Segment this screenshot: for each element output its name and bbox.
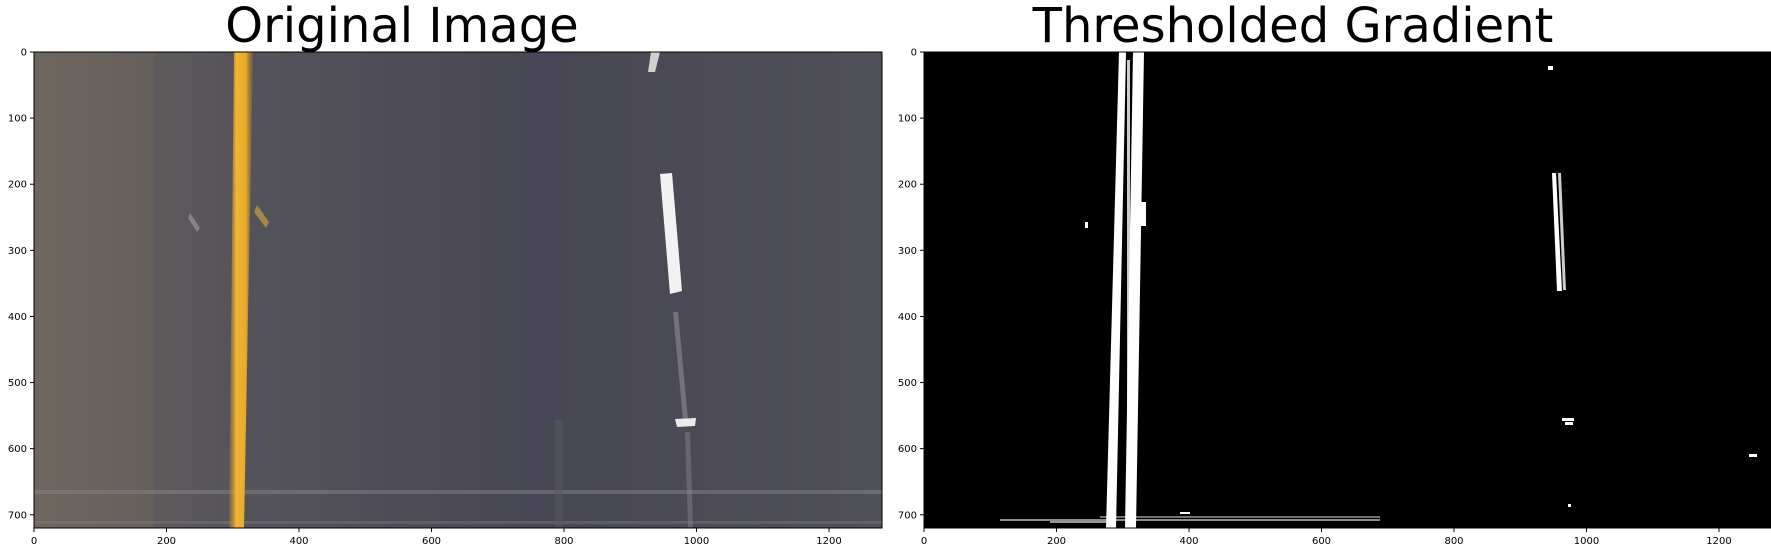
y-tick-label: 600: [8, 444, 27, 455]
y-tick-label: 200: [8, 180, 27, 191]
y-tick-label: 400: [898, 312, 917, 323]
white-lane-dash-low: [675, 418, 696, 427]
axes-panel-0: 0 200 400 600 800 1000 1200 0 100 200 300 400 500 600…: [8, 48, 883, 547]
yellow-lane-line: [229, 52, 253, 528]
y-tick-label: 0: [911, 48, 917, 59]
x-tick-label: 1000: [1574, 536, 1599, 547]
x-tick-label: 1200: [816, 536, 841, 547]
x-tick-label: 600: [422, 536, 441, 547]
y-tick-label: 300: [8, 246, 27, 257]
binary-mask-image: [924, 52, 1771, 528]
axes-frame: [923, 51, 1771, 529]
x-tick-label: 400: [289, 536, 308, 547]
white-lane-dash-top: [648, 52, 660, 72]
x-tick-label: 400: [1179, 536, 1198, 547]
thresholded-gradient-panel: Thresholded Gradient: [924, 0, 1771, 528]
y-tick-label: 100: [8, 114, 27, 125]
y-tick-label: 500: [8, 378, 27, 389]
x-tick-label: 0: [921, 536, 927, 547]
axes-frame: [33, 51, 883, 529]
x-tick-label: 200: [1047, 536, 1066, 547]
y-tick-label: 300: [898, 246, 917, 257]
panel-title-thresholded: Thresholded Gradient: [1032, 0, 1554, 54]
y-tick-label: 700: [8, 510, 27, 521]
y-tick-label: 400: [8, 312, 27, 323]
panel-title-original: Original Image: [225, 0, 578, 54]
x-tick-label: 0: [31, 536, 37, 547]
y-tick-label: 500: [898, 378, 917, 389]
x-tick-label: 600: [1312, 536, 1331, 547]
y-tick-label: 100: [898, 114, 917, 125]
x-tick-label: 1200: [1706, 536, 1731, 547]
white-lane-dash-mid: [660, 173, 682, 294]
original-image-panel: Original Image: [34, 0, 882, 528]
y-tick-label: 200: [898, 180, 917, 191]
mask-right-lane-dash: [1552, 173, 1562, 291]
x-tick-label: 200: [157, 536, 176, 547]
y-tick-label: 0: [21, 48, 27, 59]
x-tick-label: 1000: [684, 536, 709, 547]
x-tick-label: 800: [1444, 536, 1463, 547]
mask-left-lane-strip-1: [1106, 52, 1126, 528]
x-tick-label: 800: [554, 536, 573, 547]
y-tick-label: 700: [898, 510, 917, 521]
original-road-image: [34, 52, 882, 528]
y-tick-label: 600: [898, 444, 917, 455]
axes-panel-1: 0 200 400 600 800 1000 1200 0 100 200 300 400 500 600…: [898, 48, 1771, 547]
